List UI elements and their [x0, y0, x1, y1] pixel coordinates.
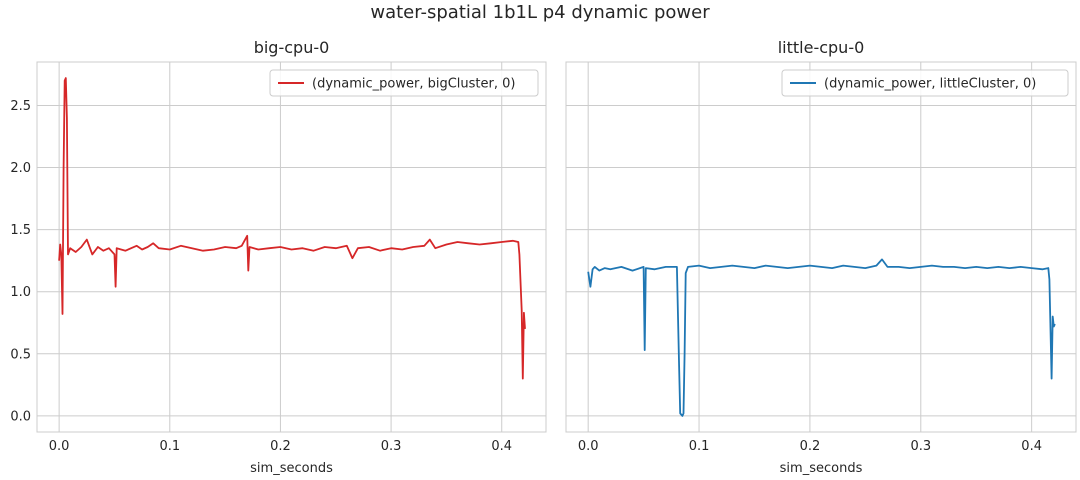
plot-frame — [36, 61, 547, 433]
x-tick-label: 0.1 — [689, 439, 710, 454]
x-tick-label: 0.1 — [159, 439, 180, 454]
series-line-littlecluster — [587, 258, 1056, 417]
plot-frame — [565, 61, 1077, 433]
x-tick-label: 0.3 — [910, 439, 931, 454]
x-tick-label: 0.3 — [381, 439, 402, 454]
x-axis-label: sim_seconds — [780, 461, 863, 476]
axes-2: 0.0 0.1 0.2 0.3 0.4 little-cpu-0 sim_seconds (d… — [565, 38, 1077, 476]
x-tick-label: 0.4 — [491, 439, 512, 454]
legend-box — [269, 69, 539, 97]
axes-title: big-cpu-0 — [254, 38, 330, 57]
axes-title: little-cpu-0 — [778, 38, 865, 57]
y-tick-label: 2.5 — [10, 99, 31, 114]
legend: (dynamic_power, bigCluster, 0) — [269, 69, 539, 97]
series-line-bigcluster — [58, 77, 526, 380]
legend-label: (dynamic_power, bigCluster, 0) — [312, 77, 515, 92]
x-tick-label: 0.4 — [1021, 439, 1042, 454]
legend-label: (dynamic_power, littleCluster, 0) — [824, 77, 1036, 92]
legend-box — [781, 69, 1069, 97]
x-axis-label: sim_seconds — [250, 461, 333, 476]
x-tick-label: 0.2 — [800, 439, 821, 454]
y-tick-label: 0.5 — [10, 347, 31, 362]
y-tick-label: 0.0 — [10, 409, 31, 424]
x-tick-label: 0.0 — [578, 439, 599, 454]
y-tick-label: 2.0 — [10, 161, 31, 176]
axes-1: 0.0 0.1 0.2 0.3 0.4 0.0 0.5 1.0 1.5 2.0 2.5 big-cpu… — [10, 38, 547, 476]
x-tick-label: 0.2 — [270, 439, 291, 454]
figure-suptitle: water-spatial 1b1L p4 dynamic power — [370, 2, 710, 23]
x-tick-label: 0.0 — [49, 439, 70, 454]
y-tick-label: 1.5 — [10, 223, 31, 238]
y-tick-label: 1.0 — [10, 285, 31, 300]
legend: (dynamic_power, littleCluster, 0) — [781, 69, 1069, 97]
